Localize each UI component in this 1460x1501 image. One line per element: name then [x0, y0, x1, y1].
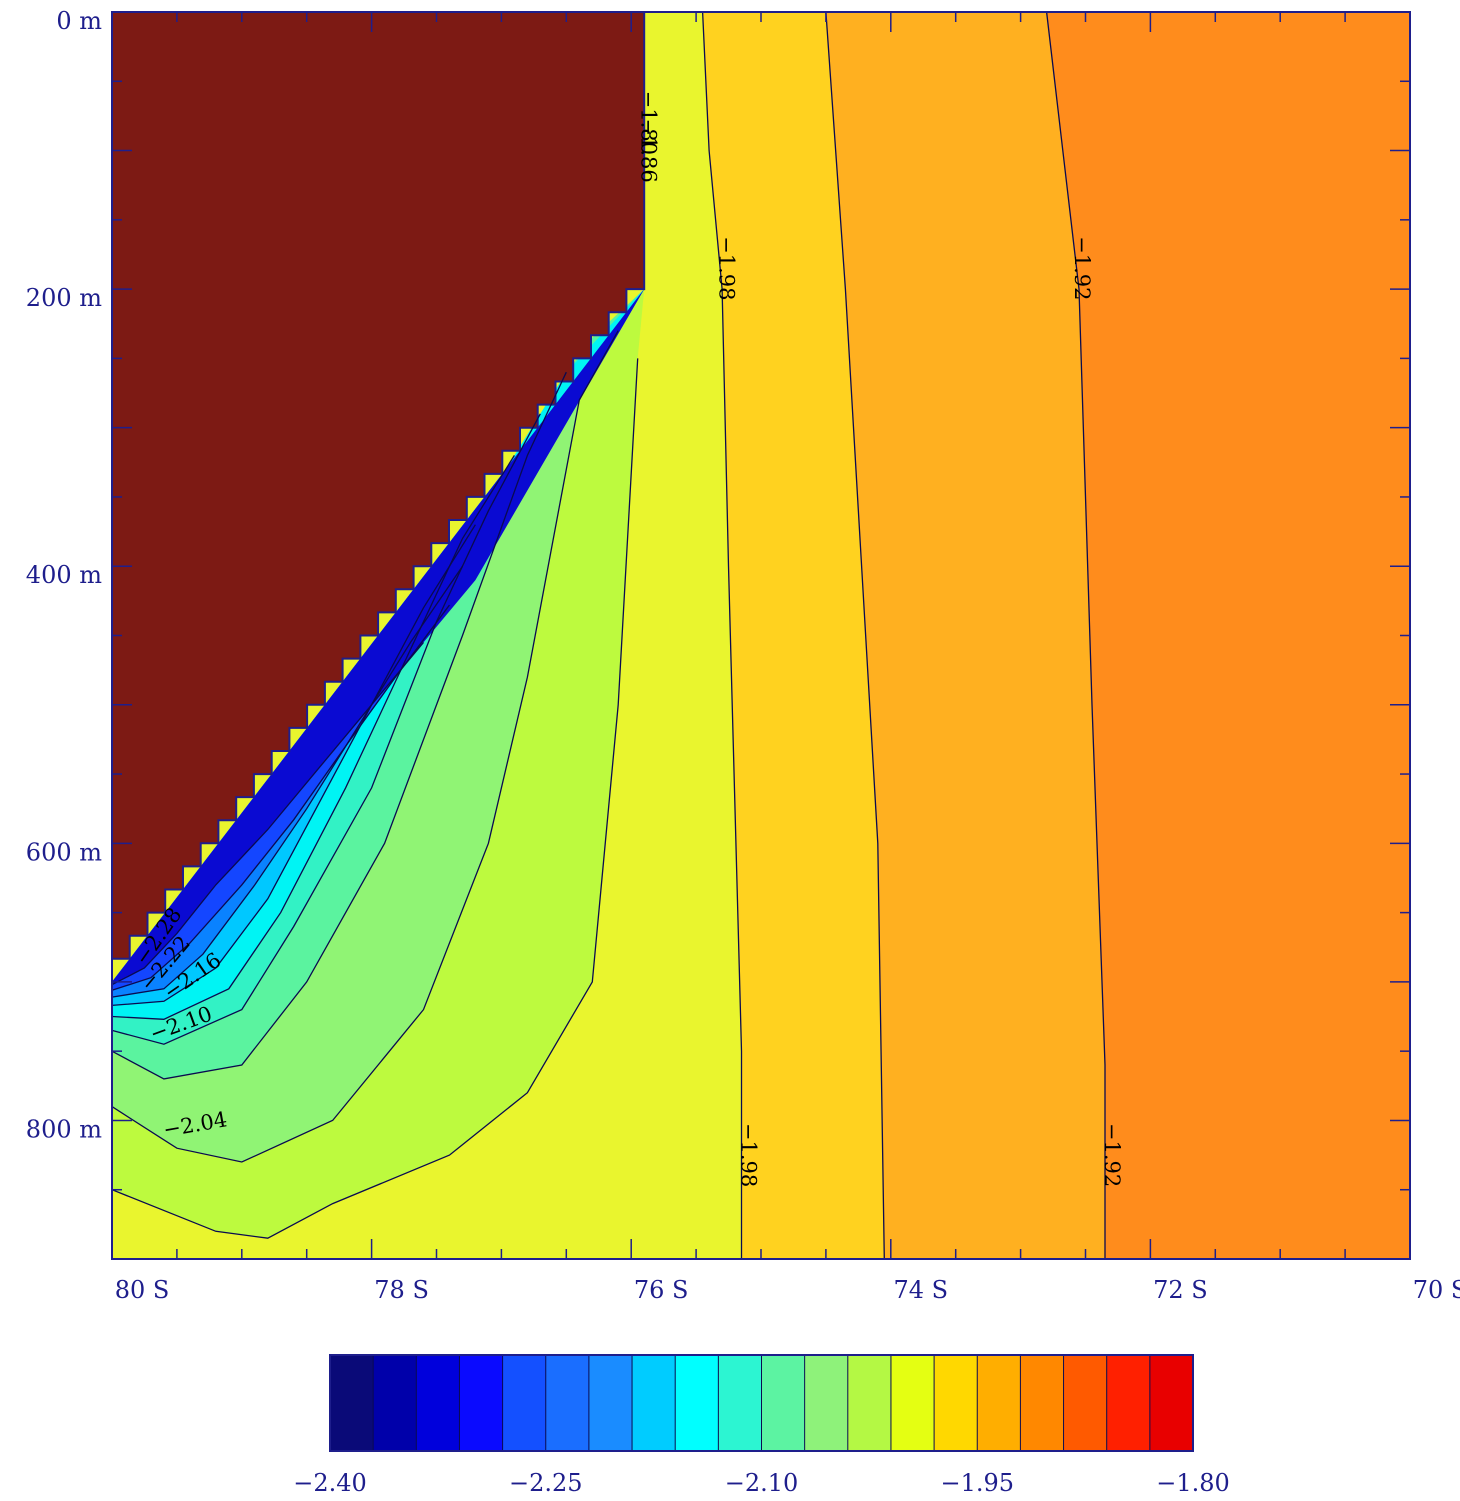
- contour-lines: [111, 11, 1106, 1260]
- axis-ticks: 80 S 78 S 76 S 74 S 72 S 70 S 0 m 200 m 400 m 600…: [26, 7, 1460, 1304]
- contour-line--2.07: [111, 371, 567, 1080]
- colorbar-swatch: [329, 1354, 375, 1452]
- x-tick-label: 80 S: [115, 1276, 170, 1304]
- contour-line--1.98: [701, 11, 743, 1259]
- colorbar-swatch: [847, 1354, 892, 1452]
- colorbar-swatch: [1063, 1354, 1108, 1452]
- contour-label: −1.98: [737, 1123, 761, 1187]
- colorbar-swatch: [761, 1354, 806, 1452]
- y-tick-label: 600 m: [26, 838, 102, 866]
- colorbar-tick-label: −2.25: [509, 1469, 583, 1497]
- contour-label: −1.86: [637, 118, 661, 182]
- contour-label: −1.92: [1070, 236, 1094, 300]
- contour-line--1.95: [825, 11, 885, 1260]
- contour-label: −1.80: [637, 91, 661, 155]
- contour-label: −1.92: [1100, 1123, 1124, 1187]
- y-tick-label: 200 m: [26, 284, 102, 312]
- contour-line--2.1: [111, 413, 541, 1045]
- masked-ice-region: [111, 11, 646, 982]
- contour-band-12: [112, 289, 645, 985]
- colorbar-swatch: [588, 1354, 634, 1452]
- colorbar-swatch: [717, 1354, 763, 1452]
- colorbar-swatch: [1149, 1354, 1194, 1452]
- colorbar-swatch: [976, 1354, 1022, 1452]
- x-tick-label: 72 S: [1153, 1276, 1208, 1304]
- colorbar-swatch: [545, 1354, 590, 1452]
- contour-band-2: [657, 12, 885, 1259]
- x-tick-label: 74 S: [893, 1276, 948, 1304]
- contour-line--2.01: [111, 358, 639, 1239]
- y-tick-label: 800 m: [26, 1115, 102, 1143]
- colorbar-swatch: [674, 1354, 720, 1452]
- colorbar-swatch: [1106, 1354, 1151, 1452]
- colorbar-swatch: [372, 1354, 418, 1452]
- contour-band-1: [825, 12, 1105, 1259]
- x-tick-label: 70 S: [1413, 1276, 1460, 1304]
- colorbar-tick-label: −1.95: [940, 1469, 1014, 1497]
- y-tick-label: 400 m: [26, 561, 102, 589]
- x-tick-label: 76 S: [634, 1276, 689, 1304]
- contour-label: −1.98: [714, 236, 738, 300]
- contour-line--2.19: [111, 565, 464, 998]
- masked-region: [111, 11, 646, 982]
- contour-band-0: [1046, 12, 1410, 1259]
- colorbar-tick-label: −2.40: [293, 1469, 367, 1497]
- filled-contour-bands: [112, 12, 1410, 1259]
- colorbar-swatch: [1019, 1354, 1065, 1452]
- colorbar-swatch: [502, 1354, 547, 1452]
- contour-line--2.04: [111, 330, 619, 1163]
- colorbar-swatch: [631, 1354, 677, 1452]
- contour-line--2.25: [111, 641, 424, 986]
- colorbar-swatch: [458, 1354, 504, 1452]
- x-tick-label: 78 S: [374, 1276, 429, 1304]
- colorbar-tick-label: −1.80: [1156, 1469, 1230, 1497]
- contour-line--2.13: [111, 455, 515, 1020]
- colorbar-border: [329, 1354, 1194, 1452]
- contour-line--2.16: [111, 524, 476, 1007]
- colorbar: −2.40 −2.25 −2.10 −1.95 −1.80: [293, 1354, 1230, 1497]
- y-tick-label: 0 m: [56, 7, 102, 35]
- contour-line--2.22: [111, 604, 451, 991]
- colorbar-swatch: [890, 1354, 936, 1452]
- colorbar-swatch: [933, 1354, 979, 1452]
- colorbar-swatch: [804, 1354, 849, 1452]
- colorbar-swatch: [415, 1354, 461, 1452]
- colorbar-tick-label: −2.10: [725, 1469, 799, 1497]
- contour-line--1.92: [1045, 11, 1106, 1259]
